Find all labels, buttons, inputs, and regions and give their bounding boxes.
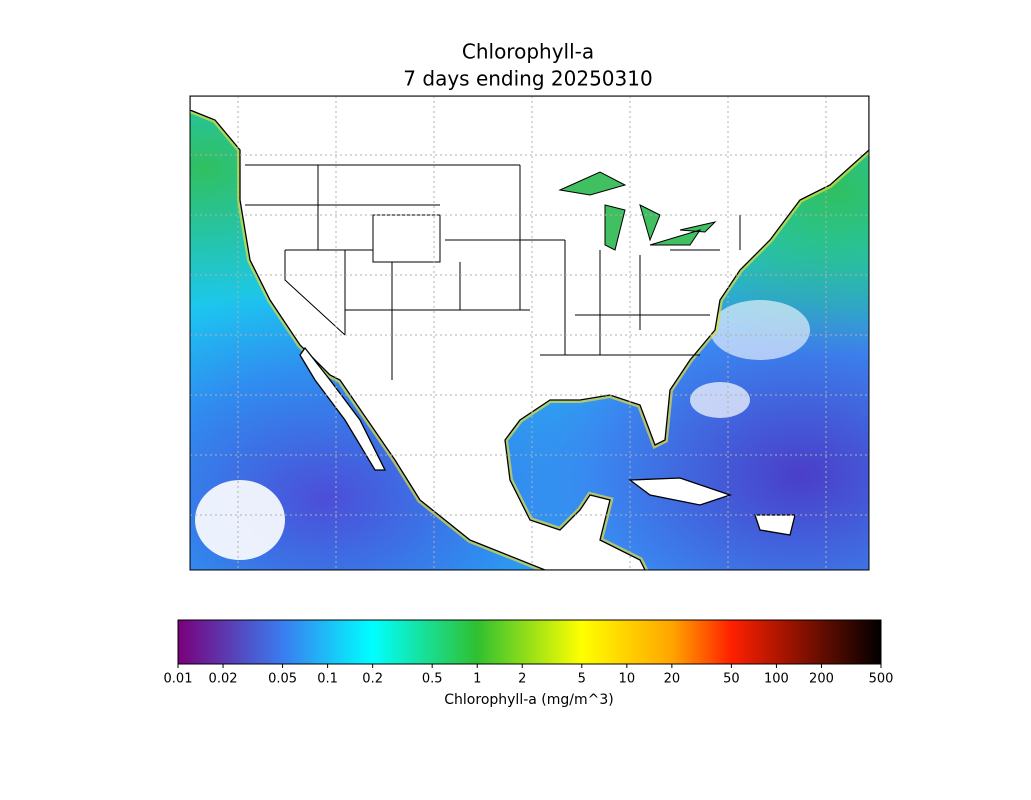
colorbar-tick-label: 100 <box>764 672 789 687</box>
colorbar: 0.01 0.02 0.05 0.1 0.2 0.5 1 2 5 10 20 50 100 200 500 <box>164 619 894 687</box>
colorbar-tick-label: 2 <box>518 672 526 687</box>
colorbar-tick-label: 0.02 <box>209 672 238 687</box>
colorbar-tick-label: 0.01 <box>164 672 193 687</box>
state-borders <box>245 164 741 380</box>
colorbar-tick-label: 0.5 <box>422 672 443 687</box>
colorbar-tick-label: 1 <box>473 672 481 687</box>
colorbar-gradient <box>177 619 882 665</box>
colorbar-tick-label: 10 <box>619 672 636 687</box>
subtitle: 7 days ending 20250310 <box>403 67 652 91</box>
graticule <box>190 96 869 570</box>
map-frame <box>189 95 870 571</box>
colorbar-tick-label: 500 <box>869 672 894 687</box>
colorbar-tick-label: 0.1 <box>317 672 338 687</box>
title: Chlorophyll-a <box>462 40 594 64</box>
colorbar-tick-label: 0.2 <box>362 672 383 687</box>
colorbar-tick-label: 0.05 <box>268 672 297 687</box>
colorbar-label: Chlorophyll-a (mg/m^3) <box>444 692 613 708</box>
colorbar-tick-label: 20 <box>664 672 681 687</box>
colorbar-tick-label: 200 <box>809 672 834 687</box>
colorbar-tick-label: 5 <box>578 672 586 687</box>
colorbar-tick-label: 50 <box>723 672 740 687</box>
map <box>190 96 869 570</box>
